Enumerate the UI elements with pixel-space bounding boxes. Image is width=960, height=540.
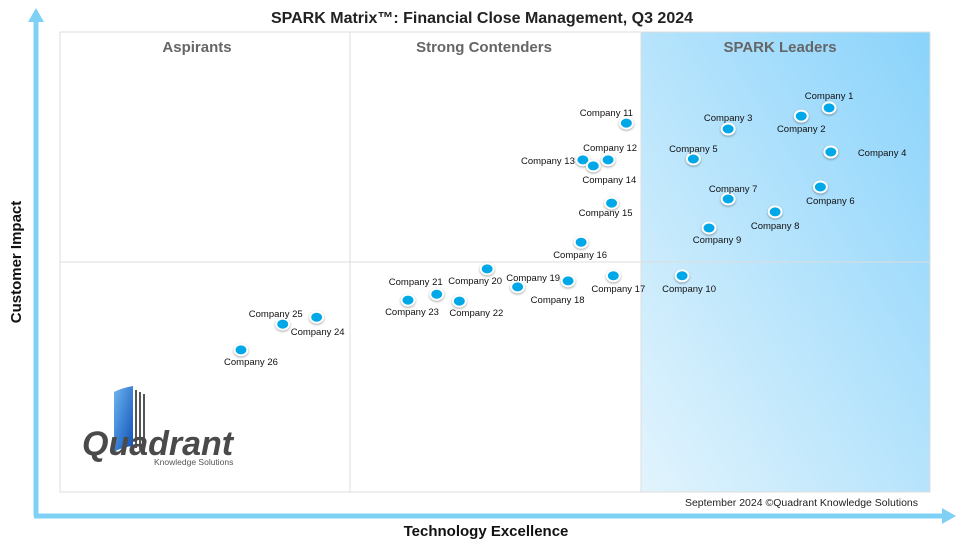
data-point-4: [823, 145, 839, 159]
data-label-12: Company 12: [583, 143, 637, 154]
data-label-13: Company 13: [521, 156, 575, 167]
data-label-8: Company 8: [751, 221, 800, 232]
data-label-1: Company 1: [805, 91, 854, 102]
data-point-15: [604, 196, 620, 210]
quadrant-label-leaders: SPARK Leaders: [723, 39, 836, 56]
chart-title: SPARK Matrix™: Financial Close Managemen…: [271, 10, 693, 27]
x-axis: [34, 508, 956, 524]
data-point-26: [233, 343, 249, 357]
data-point-7: [720, 192, 736, 206]
data-point-22: [451, 294, 467, 308]
y-axis: [28, 8, 44, 516]
quadrant-label-aspirants: Aspirants: [162, 39, 231, 56]
data-label-18: Company 18: [531, 295, 585, 306]
data-label-7: Company 7: [709, 184, 758, 195]
data-point-12: [600, 153, 616, 167]
data-label-25: Company 25: [249, 309, 303, 320]
data-point-1: [821, 101, 837, 115]
data-point-18: [510, 280, 526, 294]
data-label-10: Company 10: [662, 284, 716, 295]
data-label-20: Company 20: [448, 276, 502, 287]
data-point-2: [793, 109, 809, 123]
data-point-17: [605, 269, 621, 283]
data-label-4: Company 4: [858, 148, 907, 159]
data-point-9: [701, 221, 717, 235]
quadrant-label-strong-contenders: Strong Contenders: [416, 39, 552, 56]
data-point-5: [685, 152, 701, 166]
data-point-16: [573, 235, 589, 249]
data-point-11: [618, 116, 634, 130]
x-axis-label: Technology Excellence: [404, 523, 569, 540]
data-label-11: Company 11: [580, 108, 633, 119]
data-point-21: [429, 287, 445, 301]
data-point-8: [767, 205, 783, 219]
data-point-3: [720, 122, 736, 136]
data-label-21: Company 21: [389, 277, 443, 288]
data-label-22: Company 22: [449, 308, 503, 319]
data-point-13: [575, 153, 591, 167]
data-label-9: Company 9: [693, 235, 742, 246]
data-label-6: Company 6: [806, 196, 855, 207]
data-label-24: Company 24: [291, 327, 345, 338]
data-label-14: Company 14: [582, 175, 636, 186]
svg-text:Knowledge Solutions: Knowledge Solutions: [154, 457, 233, 467]
data-point-25: [275, 317, 291, 331]
data-point-6: [812, 180, 828, 194]
data-label-2: Company 2: [777, 124, 826, 135]
data-label-23: Company 23: [385, 307, 439, 318]
data-label-19: Company 19: [506, 273, 560, 284]
data-label-3: Company 3: [704, 113, 753, 124]
data-point-14: [585, 159, 601, 173]
footer-copyright: September 2024 ©Quadrant Knowledge Solut…: [685, 497, 918, 509]
svg-text:Quadrant: Quadrant: [82, 425, 235, 463]
data-label-26: Company 26: [224, 357, 278, 368]
data-points: Company 1 Company 2 Company 3 Company 4 Comp…: [224, 91, 906, 368]
data-label-16: Company 16: [553, 250, 607, 261]
data-label-15: Company 15: [579, 208, 633, 219]
data-point-20: [479, 262, 495, 276]
data-point-24: [309, 310, 325, 324]
data-label-5: Company 5: [669, 144, 718, 155]
data-point-10: [674, 269, 690, 283]
y-axis-label: Customer Impact: [8, 201, 25, 324]
data-point-19: [560, 274, 576, 288]
data-label-17: Company 17: [591, 284, 645, 295]
quadrant-logo: Quadrant Knowledge Solutions: [82, 386, 235, 467]
data-point-23: [400, 293, 416, 307]
